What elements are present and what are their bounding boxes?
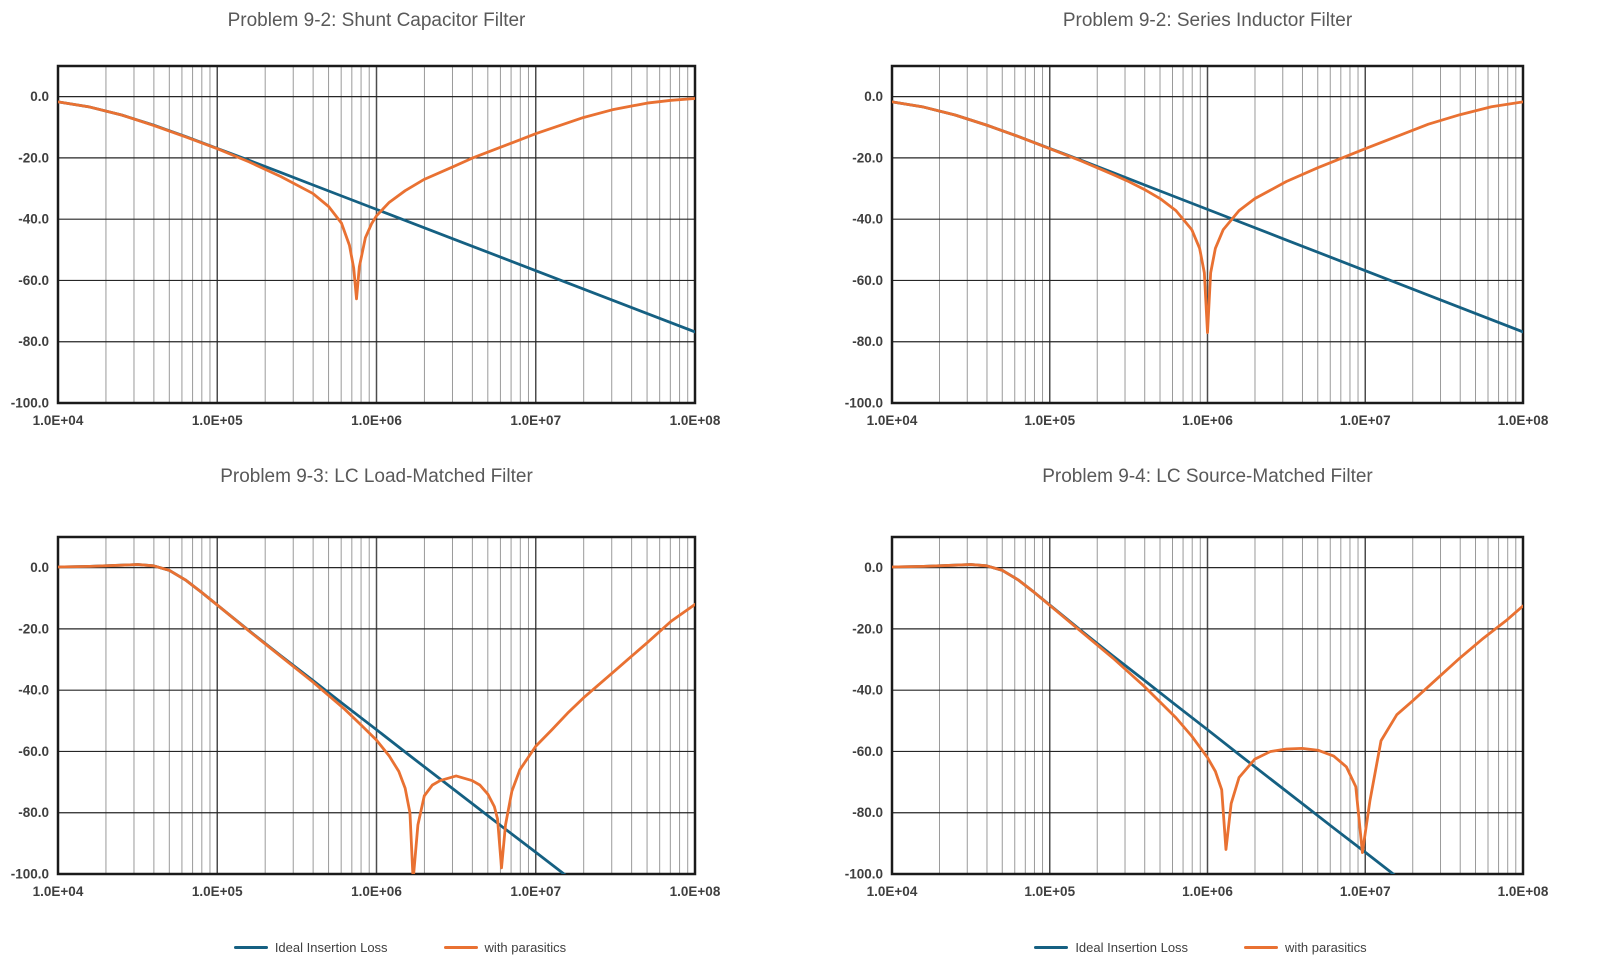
chart-title: Problem 9-2: Shunt Capacitor Filter	[227, 10, 526, 31]
x-tick-label: 1.0E+05	[1024, 884, 1075, 899]
y-tick-label: 0.0	[30, 560, 49, 575]
plot-area-lc-load-matched: 1.0E+04 1.0E+05 1.0E+06 1.0E+07 1.0E+08 0.0 -2…	[11, 535, 721, 899]
y-tick-label: -20.0	[18, 621, 49, 636]
x-tick-label: 1.0E+08	[670, 413, 721, 428]
y-tick-label: -60.0	[18, 744, 49, 759]
series-group	[58, 97, 695, 334]
legend-label-parasitics: with parasitics	[1285, 940, 1367, 955]
chart-shunt-capacitor-filter: Problem 9-2: Shunt Capacitor Filter 1.0E…	[0, 0, 800, 462]
legend-label-ideal: Ideal Insertion Loss	[274, 940, 388, 955]
y-tick-label: 0.0	[864, 560, 883, 575]
y-tick-label: -100.0	[11, 867, 49, 882]
plot-area-lc-source-matched: 1.0E+04 1.0E+05 1.0E+06 1.0E+07 1.0E+08 0.0 -2…	[845, 535, 1549, 899]
y-tick-label: -80.0	[18, 805, 49, 820]
legend-item-ideal: Ideal Insertion Loss	[1034, 940, 1188, 955]
x-tick-label: 1.0E+06	[351, 413, 402, 428]
legend-swatch-ideal-line	[233, 945, 268, 950]
legend: Ideal Insertion Loss with parasitics	[0, 940, 800, 955]
x-tick-label: 1.0E+08	[670, 884, 721, 899]
x-tick-label: 1.0E+08	[1498, 884, 1549, 899]
y-tick-label: -20.0	[18, 150, 49, 165]
legend-swatch-ideal-line	[1034, 945, 1069, 950]
plot-border	[56, 535, 697, 876]
y-tick-label: -100.0	[11, 396, 49, 411]
chart-title: Problem 9-2: Series Inductor Filter	[1062, 10, 1353, 31]
y-tick-label: -40.0	[852, 212, 883, 227]
plot-border	[890, 64, 1525, 405]
x-tick-label: 1.0E+06	[1182, 884, 1233, 899]
y-tick-label: -80.0	[18, 334, 49, 349]
series-with-parasitics-line	[58, 563, 695, 874]
x-tick-label: 1.0E+05	[192, 413, 243, 428]
x-tick-label: 1.0E+07	[1340, 413, 1391, 428]
legend-item-parasitics: with parasitics	[443, 940, 567, 955]
series-group	[892, 100, 1523, 334]
y-tick-label: -20.0	[852, 150, 883, 165]
x-tick-label: 1.0E+07	[510, 413, 561, 428]
y-tick-label: -60.0	[852, 744, 883, 759]
plot-border	[890, 535, 1525, 876]
y-tick-label: 0.0	[30, 89, 49, 104]
legend-swatch-parasitics-line	[443, 945, 478, 950]
series-with-parasitics-line	[892, 563, 1523, 854]
chart-title: Problem 9-3: LC Load-Matched Filter	[220, 466, 533, 487]
chart-title: Problem 9-4: LC Source-Matched Filter	[1042, 466, 1373, 487]
y-tick-label: -40.0	[18, 683, 49, 698]
legend: Ideal Insertion Loss with parasitics	[800, 940, 1601, 955]
legend-item-parasitics: with parasitics	[1244, 940, 1367, 955]
y-tick-label: 0.0	[864, 89, 883, 104]
series-with-parasitics-line	[58, 97, 695, 301]
y-tick-label: -80.0	[852, 805, 883, 820]
x-tick-label: 1.0E+06	[1182, 413, 1233, 428]
x-tick-label: 1.0E+08	[1498, 413, 1549, 428]
plot-border	[56, 64, 697, 405]
chart-lc-source-matched-filter: Problem 9-4: LC Source-Matched Filter 1.…	[800, 462, 1601, 962]
series-group	[58, 563, 695, 874]
legend-swatch-parasitics-line	[1244, 945, 1279, 950]
x-tick-label: 1.0E+06	[351, 884, 402, 899]
x-tick-label: 1.0E+07	[510, 884, 561, 899]
y-tick-label: -100.0	[845, 396, 883, 411]
legend-item-ideal: Ideal Insertion Loss	[233, 940, 388, 955]
chart-series-inductor-filter: Problem 9-2: Series Inductor Filter 1.0E…	[800, 0, 1601, 462]
y-tick-label: -40.0	[852, 683, 883, 698]
y-tick-label: -80.0	[852, 334, 883, 349]
x-tick-label: 1.0E+04	[33, 884, 84, 899]
series-group	[892, 563, 1523, 874]
plot-area-series-inductor: 1.0E+04 1.0E+05 1.0E+06 1.0E+07 1.0E+08 0.0 -2…	[845, 64, 1549, 428]
chart-lc-load-matched-filter: Problem 9-3: LC Load-Matched Filter 1.0E…	[0, 462, 800, 962]
x-tick-label: 1.0E+04	[867, 413, 918, 428]
y-tick-label: -40.0	[18, 212, 49, 227]
y-tick-label: -60.0	[852, 273, 883, 288]
series-ideal-insertion-loss-line	[892, 563, 1396, 874]
x-tick-label: 1.0E+07	[1340, 884, 1391, 899]
legend-label-ideal: Ideal Insertion Loss	[1075, 940, 1189, 955]
plot-area-shunt-capacitor: 1.0E+04 1.0E+05 1.0E+06 1.0E+07 1.0E+08 0.0 -2…	[11, 64, 721, 428]
series-with-parasitics-line	[892, 100, 1523, 334]
y-tick-label: -100.0	[845, 867, 883, 882]
y-tick-label: -20.0	[852, 621, 883, 636]
x-tick-label: 1.0E+05	[192, 884, 243, 899]
legend-label-parasitics: with parasitics	[484, 940, 567, 955]
x-tick-label: 1.0E+05	[1024, 413, 1075, 428]
y-tick-label: -60.0	[18, 273, 49, 288]
x-tick-label: 1.0E+04	[867, 884, 918, 899]
x-tick-label: 1.0E+04	[33, 413, 84, 428]
